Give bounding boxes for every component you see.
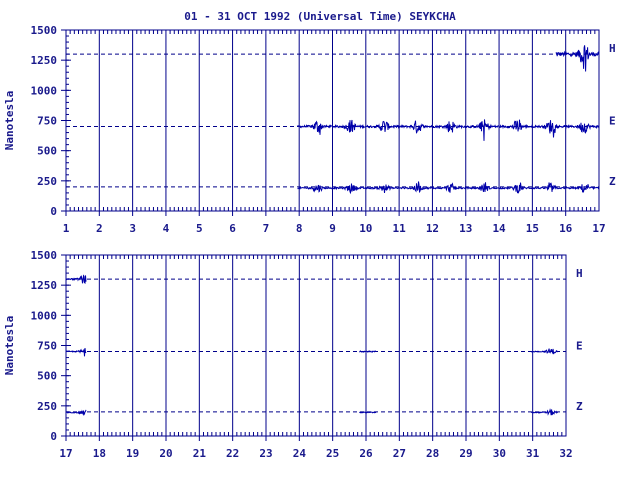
x-tick-label: 22: [226, 447, 239, 460]
x-tick-label: 24: [293, 447, 307, 460]
y-tick-label: 750: [37, 115, 57, 128]
y-tick-label: 500: [37, 145, 57, 158]
component-label-h: H: [609, 42, 616, 55]
x-tick-label: 29: [459, 447, 472, 460]
x-tick-label: 13: [459, 222, 472, 235]
x-tick-label: 9: [329, 222, 336, 235]
x-tick-label: 11: [393, 222, 407, 235]
x-tick-label: 3: [129, 222, 136, 235]
x-tick-label: 2: [96, 222, 103, 235]
x-tick-label: 1: [63, 222, 70, 235]
x-tick-label: 26: [359, 447, 373, 460]
x-tick-label: 7: [263, 222, 270, 235]
x-tick-label: 25: [326, 447, 339, 460]
x-tick-label: 18: [93, 447, 106, 460]
trace-z: [530, 408, 559, 416]
x-tick-label: 32: [559, 447, 572, 460]
y-axis-label: Nanotesla: [3, 316, 16, 376]
y-tick-label: 1250: [31, 54, 58, 67]
x-tick-label: 6: [229, 222, 236, 235]
y-tick-label: 0: [50, 430, 57, 443]
x-tick-label: 12: [426, 222, 439, 235]
chart-title: 01 - 31 OCT 1992 (Universal Time) SEYKCH…: [184, 10, 456, 23]
trace-e: [359, 350, 377, 353]
y-axis-label: Nanotesla: [3, 91, 16, 151]
y-tick-label: 1500: [31, 249, 58, 262]
y-tick-label: 500: [37, 370, 57, 383]
x-tick-label: 30: [493, 447, 506, 460]
y-tick-label: 1000: [31, 84, 58, 97]
component-label-e: E: [576, 340, 583, 353]
trace-h: [65, 274, 87, 284]
x-tick-label: 21: [193, 447, 207, 460]
x-tick-label: 28: [426, 447, 439, 460]
x-tick-label: 17: [59, 447, 72, 460]
trace-e: [530, 348, 559, 355]
x-tick-label: 14: [492, 222, 506, 235]
x-tick-label: 16: [559, 222, 573, 235]
y-tick-label: 750: [37, 340, 57, 353]
x-tick-label: 19: [126, 447, 139, 460]
trace-e: [297, 119, 599, 141]
x-tick-label: 5: [196, 222, 203, 235]
x-tick-label: 15: [526, 222, 539, 235]
trace-e: [65, 347, 87, 357]
y-tick-label: 250: [37, 175, 57, 188]
y-tick-label: 1000: [31, 309, 58, 322]
y-tick-label: 1500: [31, 24, 58, 37]
trace-h: [555, 45, 600, 72]
component-label-e: E: [609, 115, 616, 128]
y-tick-label: 0: [50, 205, 57, 218]
x-tick-label: 17: [592, 222, 605, 235]
plot-frame: [65, 254, 567, 437]
y-tick-label: 1250: [31, 279, 58, 292]
component-label-z: Z: [576, 400, 583, 413]
component-label-z: Z: [609, 175, 616, 188]
x-tick-label: 20: [159, 447, 172, 460]
x-tick-label: 4: [163, 222, 170, 235]
trace-z: [297, 181, 600, 195]
x-tick-label: 27: [393, 447, 406, 460]
trace-z: [359, 411, 377, 414]
y-tick-label: 250: [37, 400, 57, 413]
x-tick-label: 23: [259, 447, 272, 460]
x-tick-label: 8: [296, 222, 303, 235]
trace-z: [66, 409, 87, 417]
x-tick-label: 31: [526, 447, 540, 460]
x-tick-label: 10: [359, 222, 372, 235]
component-label-h: H: [576, 267, 583, 280]
